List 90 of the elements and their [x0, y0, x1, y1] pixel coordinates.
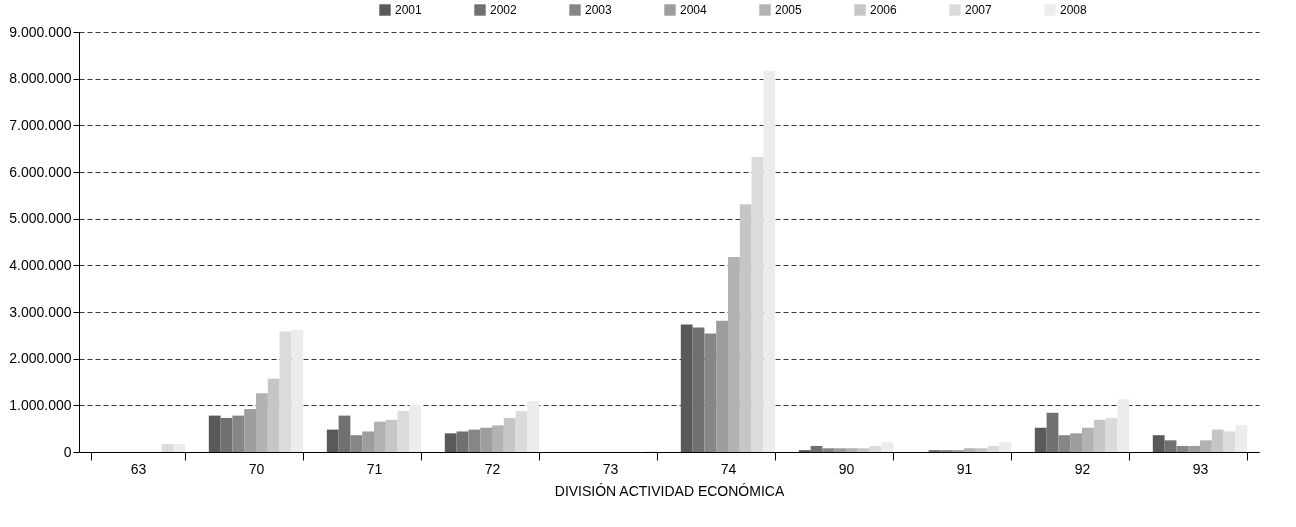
y-tick-label: 2.000.000: [9, 350, 72, 367]
bar: [480, 427, 492, 452]
bar: [822, 448, 835, 452]
bar: [374, 421, 386, 452]
y-tick-label: 3.000.000: [9, 303, 72, 320]
bar: [1105, 417, 1118, 452]
bar: [444, 433, 457, 452]
bar: [975, 448, 988, 452]
x-tick-label: 90: [838, 460, 855, 477]
y-tick-label: 4.000.000: [9, 256, 72, 273]
bar: [338, 415, 351, 452]
legend-label: 2007: [965, 3, 993, 17]
bar: [527, 401, 540, 452]
bar: [256, 393, 268, 452]
x-tick-label: 63: [130, 460, 147, 477]
bar: [244, 409, 256, 452]
y-tick-label: 1.000.000: [9, 396, 72, 413]
legend-label: 2008: [1060, 3, 1088, 17]
bar: [763, 70, 776, 452]
bar: [834, 448, 846, 452]
bar: [1188, 445, 1200, 452]
bar: [739, 204, 752, 452]
y-tick-label: 5.000.000: [9, 210, 72, 227]
x-tick-label: 70: [248, 460, 265, 477]
bar: [279, 331, 292, 452]
x-tick-label: 74: [720, 460, 737, 477]
bar: [267, 378, 280, 452]
bar: [161, 444, 174, 452]
bar: [503, 417, 516, 452]
x-tick-label: 92: [1074, 460, 1091, 477]
bar: [468, 429, 481, 452]
bar: [291, 329, 304, 452]
bar: [397, 410, 410, 452]
bar: [999, 442, 1012, 452]
bar: [751, 157, 764, 452]
bar: [810, 445, 823, 452]
bar: [846, 448, 858, 452]
bar: [1046, 412, 1059, 452]
bar: [1211, 429, 1224, 452]
bar: [350, 435, 363, 452]
x-tick-label: 93: [1192, 460, 1209, 477]
x-tick-label: 73: [602, 460, 619, 477]
bar: [728, 256, 740, 452]
bar: [220, 417, 233, 452]
y-tick-label: 8.000.000: [9, 70, 72, 87]
bar: [232, 415, 245, 452]
bar: [881, 442, 894, 452]
y-tick-label: 6.000.000: [9, 163, 72, 180]
bar: [326, 429, 339, 452]
bar: [1117, 399, 1130, 452]
x-tick-label: 72: [484, 460, 501, 477]
legend-label: 2002: [490, 3, 518, 17]
x-tick-label: 91: [956, 460, 973, 477]
bar: [208, 415, 221, 452]
legend-label: 2001: [395, 3, 423, 17]
y-tick-label: 0: [63, 443, 72, 460]
bar: [869, 445, 882, 452]
bar: [716, 320, 728, 452]
bar: [1200, 440, 1212, 452]
bar: [704, 333, 717, 452]
bar: [680, 324, 693, 452]
bar: [385, 419, 398, 452]
bar: [1058, 435, 1071, 452]
bar: [1223, 431, 1236, 452]
bar: [1235, 425, 1248, 452]
x-tick-label: 71: [366, 460, 383, 477]
bar: [692, 327, 705, 452]
bar: [456, 431, 469, 452]
legend-label: 2006: [870, 3, 898, 17]
bar: [409, 404, 422, 452]
bar: [1070, 433, 1082, 452]
x-axis-title: DIVISIÓN ACTIVIDAD ECONÓMICA: [554, 482, 785, 499]
bar: [857, 448, 870, 452]
bar: [1082, 427, 1094, 452]
bar: [987, 445, 1000, 452]
y-tick-label: 9.000.000: [9, 23, 72, 40]
bar: [362, 431, 374, 452]
bar: [964, 448, 976, 452]
legend-label: 2003: [585, 3, 613, 17]
bar: [1034, 427, 1047, 452]
bar: [173, 444, 186, 452]
legend-label: 2004: [680, 3, 708, 17]
bar: [1152, 435, 1165, 452]
bar: [1176, 445, 1189, 452]
bar: [515, 410, 528, 452]
bar: [1164, 440, 1177, 452]
bar: [492, 425, 504, 452]
bar: [1093, 419, 1106, 452]
y-tick-label: 7.000.000: [9, 116, 72, 133]
legend-label: 2005: [775, 3, 803, 17]
